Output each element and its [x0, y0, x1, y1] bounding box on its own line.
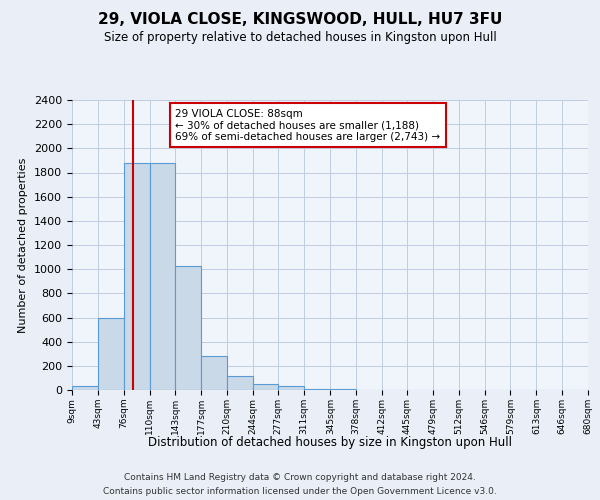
- Bar: [253, 384, 278, 390]
- Bar: [98, 318, 124, 390]
- Bar: [201, 356, 227, 390]
- Text: 29 VIOLA CLOSE: 88sqm
← 30% of detached houses are smaller (1,188)
69% of semi-d: 29 VIOLA CLOSE: 88sqm ← 30% of detached …: [175, 108, 440, 142]
- Text: 29, VIOLA CLOSE, KINGSWOOD, HULL, HU7 3FU: 29, VIOLA CLOSE, KINGSWOOD, HULL, HU7 3F…: [98, 12, 502, 28]
- Bar: [149, 163, 175, 390]
- Text: Size of property relative to detached houses in Kingston upon Hull: Size of property relative to detached ho…: [104, 31, 496, 44]
- Text: Distribution of detached houses by size in Kingston upon Hull: Distribution of detached houses by size …: [148, 436, 512, 449]
- Bar: [124, 163, 149, 390]
- Bar: [72, 386, 98, 390]
- Bar: [175, 266, 201, 390]
- Bar: [227, 376, 253, 390]
- Bar: [278, 386, 304, 390]
- Text: Contains public sector information licensed under the Open Government Licence v3: Contains public sector information licen…: [103, 486, 497, 496]
- Y-axis label: Number of detached properties: Number of detached properties: [19, 158, 28, 332]
- Bar: [304, 389, 331, 390]
- Text: Contains HM Land Registry data © Crown copyright and database right 2024.: Contains HM Land Registry data © Crown c…: [124, 473, 476, 482]
